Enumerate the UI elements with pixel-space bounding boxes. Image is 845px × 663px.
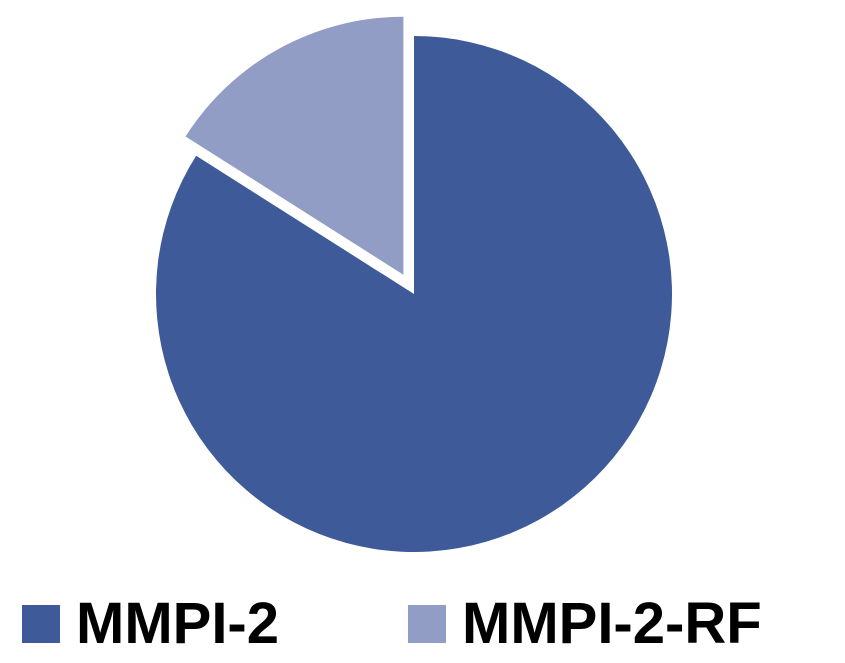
legend-item-mmpi-2-rf: MMPI-2-RF: [408, 585, 762, 663]
pie-slice-mmpi-2-rf: [185, 16, 404, 275]
pie-slice-mmpi-2: [156, 36, 673, 553]
pie-plot-area: [156, 16, 673, 553]
chart-legend: MMPI-2 MMPI-2-RF: [0, 585, 845, 663]
legend-swatch-mmpi-2: [22, 605, 60, 643]
legend-swatch-mmpi-2-rf: [408, 605, 446, 643]
legend-label-mmpi-2: MMPI-2: [76, 591, 279, 656]
legend-item-mmpi-2: MMPI-2: [22, 585, 279, 663]
legend-label-mmpi-2-rf: MMPI-2-RF: [462, 591, 762, 656]
